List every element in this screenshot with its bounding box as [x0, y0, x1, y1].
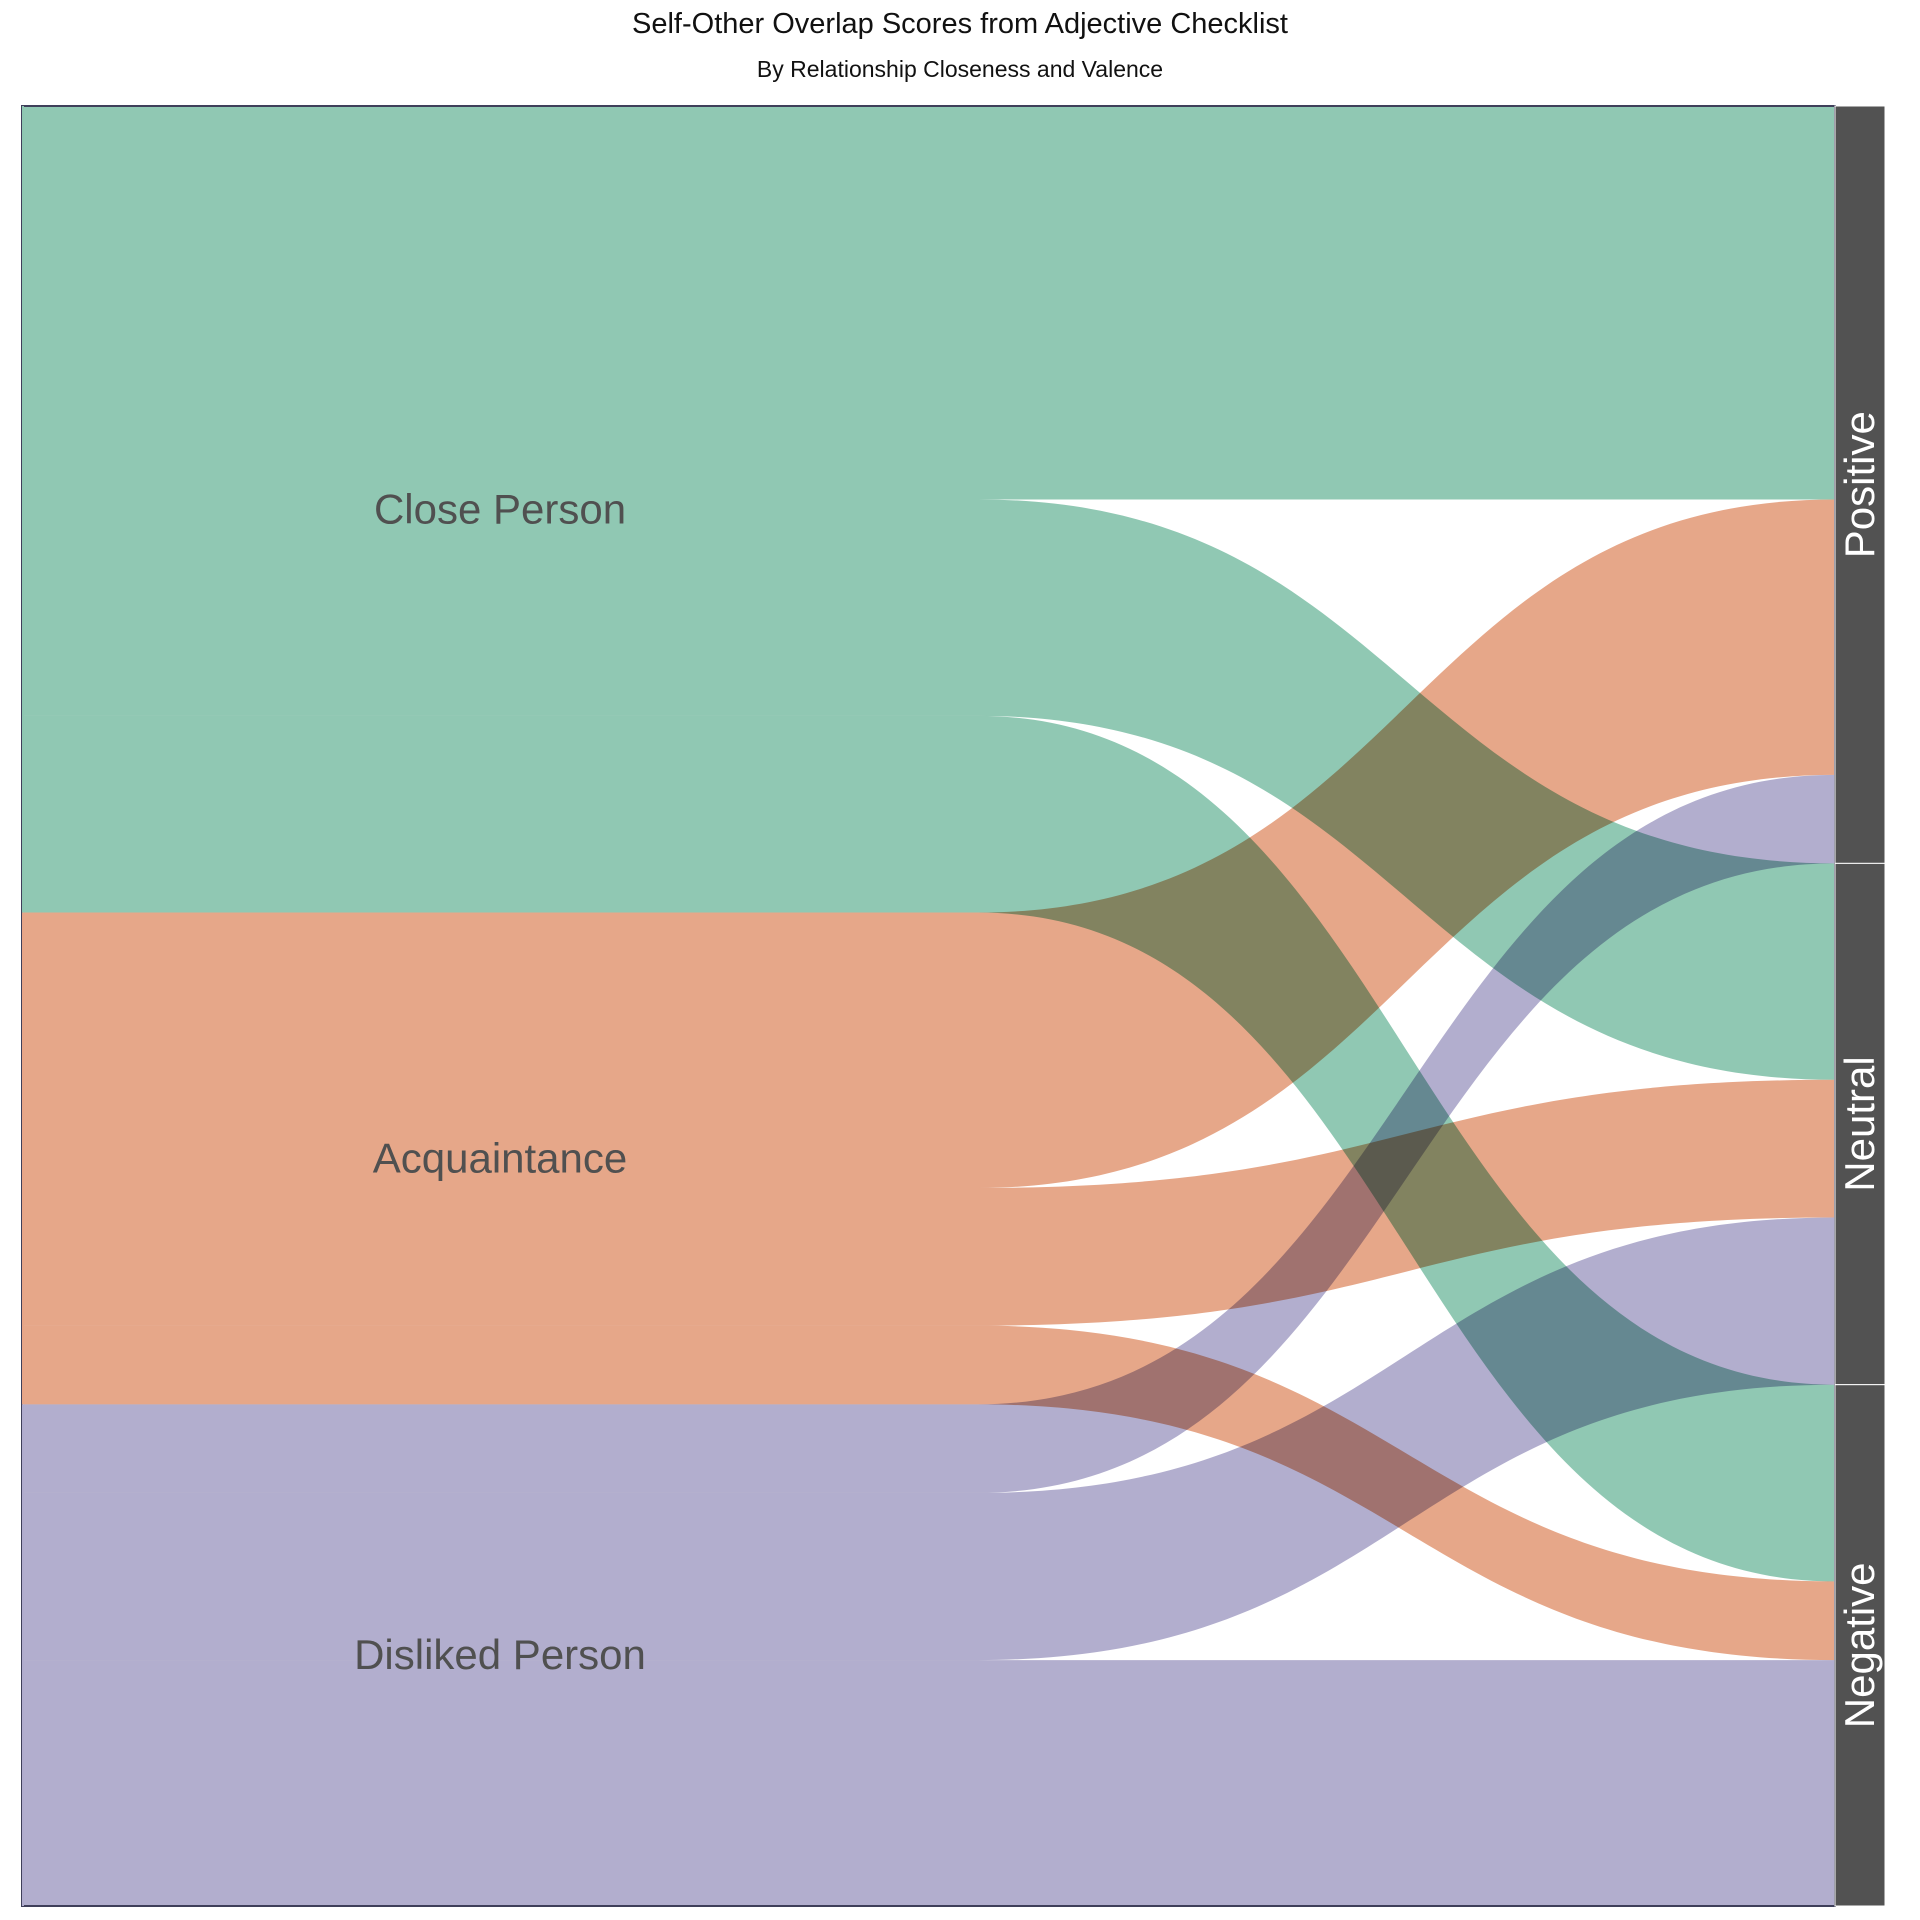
source-label-disliked-person: Disliked Person [354, 1631, 646, 1678]
nodes-layer [21, 105, 1886, 1907]
source-label-close-person: Close Person [374, 485, 626, 532]
target-node-negative[interactable] [1834, 1384, 1886, 1907]
target-node-neutral[interactable] [1834, 862, 1886, 1386]
chart-title: Self-Other Overlap Scores from Adjective… [632, 8, 1288, 40]
chart-subtitle: By Relationship Closeness and Valence [756, 56, 1164, 82]
target-label-neutral: Neutral [1836, 1056, 1883, 1191]
link-disliked-person-to-negative[interactable] [24, 1660, 1835, 1906]
link-disliked-person-to-positive[interactable] [24, 774, 1835, 1493]
source-node-close-person[interactable] [22, 106, 24, 913]
source-node-disliked-person[interactable] [22, 1404, 24, 1906]
link-close-person-to-neutral[interactable] [24, 499, 1835, 1080]
link-close-person-to-positive[interactable] [24, 106, 1835, 500]
links-layer [24, 106, 1835, 1906]
target-label-negative: Negative [1836, 1562, 1883, 1728]
target-label-positive: Positive [1836, 411, 1883, 558]
link-disliked-person-to-neutral[interactable] [24, 1217, 1835, 1661]
link-acquaintance-to-positive[interactable] [24, 499, 1835, 1188]
source-node-acquaintance[interactable] [22, 912, 24, 1405]
target-node-positive[interactable] [1834, 105, 1886, 864]
labels-layer: Close Person Acquaintance Disliked Person P… [354, 411, 1883, 1728]
link-close-person-to-negative[interactable] [24, 715, 1835, 1582]
source-label-acquaintance: Acquaintance [373, 1134, 628, 1181]
link-acquaintance-to-negative[interactable] [24, 1325, 1835, 1661]
